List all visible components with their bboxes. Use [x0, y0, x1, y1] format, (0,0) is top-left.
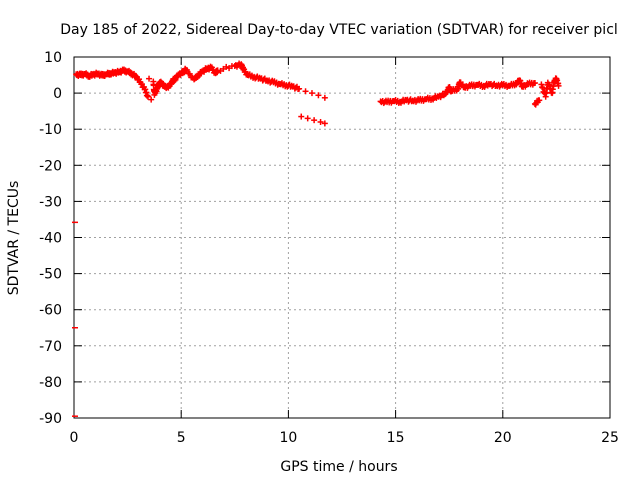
- y-tick-label: -30: [39, 194, 62, 210]
- chart-title: Day 185 of 2022, Sidereal Day-to-day VTE…: [60, 22, 618, 38]
- y-tick-label: 0: [53, 86, 62, 102]
- data-point: [298, 113, 305, 120]
- data-point: [504, 83, 511, 90]
- data-point: [530, 80, 537, 87]
- y-tick-label: -50: [39, 267, 62, 283]
- data-point: [308, 90, 315, 97]
- data-point: [171, 77, 178, 84]
- data-point: [186, 70, 193, 77]
- data-point: [228, 63, 235, 70]
- x-axis: 0 5 10 15 20 25: [70, 57, 619, 446]
- x-tick-label: 5: [177, 430, 186, 446]
- data-series: [72, 60, 562, 417]
- grid: [74, 57, 610, 418]
- data-point: [146, 75, 153, 82]
- x-tick-label: 15: [387, 430, 405, 446]
- y-tick-label: -20: [39, 158, 62, 174]
- y-tick-label: 10: [44, 50, 62, 66]
- y-tick-label: -90: [39, 411, 62, 427]
- y-axis-label: SDTVAR / TECUs: [6, 181, 22, 296]
- data-point: [304, 115, 311, 122]
- data-point: [321, 120, 328, 127]
- data-point: [183, 66, 190, 73]
- data-point: [311, 117, 318, 124]
- y-tick-label: -10: [39, 122, 62, 138]
- data-point: [555, 80, 562, 87]
- data-point: [144, 92, 151, 99]
- data-point: [302, 88, 309, 95]
- x-tick-label: 10: [279, 430, 297, 446]
- data-point: [214, 69, 221, 76]
- y-tick-label: -80: [39, 375, 62, 391]
- y-tick-label: -70: [39, 339, 62, 355]
- y-tick-label: -40: [39, 231, 62, 247]
- data-point: [321, 94, 328, 101]
- data-point: [223, 63, 230, 70]
- x-tick-label: 20: [494, 430, 512, 446]
- data-point: [315, 92, 322, 99]
- data-point: [317, 118, 324, 125]
- x-tick-label: 25: [601, 430, 619, 446]
- data-point: [295, 86, 302, 93]
- x-tick-label: 0: [70, 430, 79, 446]
- y-tick-label: -60: [39, 303, 62, 319]
- y-axis: 10 0 -10 -20 -30 -40 -50 -60 -70 -80 -90: [39, 50, 610, 427]
- x-axis-label: GPS time / hours: [280, 459, 397, 475]
- data-point: [148, 96, 155, 103]
- data-point: [535, 97, 542, 104]
